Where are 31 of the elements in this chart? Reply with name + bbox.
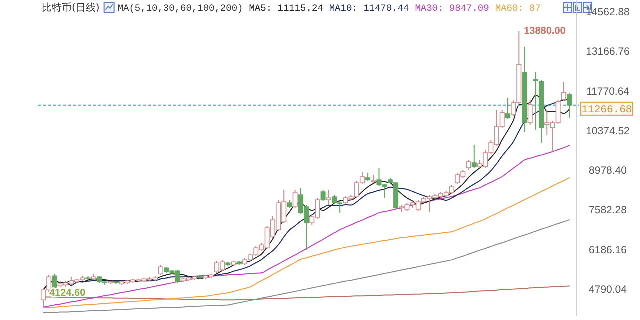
chart-title: 比特币(日线) <box>42 2 100 14</box>
candlestick <box>466 160 472 171</box>
annotation: MA5: 11115.24 <box>249 3 324 14</box>
y-tick-label: 10374.52 <box>586 125 630 138</box>
candlestick <box>528 99 533 126</box>
y-tick-label: 11770.64 <box>586 86 630 98</box>
y-tick-label: 6186.16 <box>589 244 628 256</box>
line-series <box>42 145 570 308</box>
candlestick <box>533 71 538 130</box>
y-tick-label: 8978.40 <box>589 165 628 178</box>
y-tick-label: 4790.04 <box>589 284 628 296</box>
candlestick <box>561 81 566 102</box>
ref-line-label: 11266.68 <box>582 104 632 116</box>
candlestick <box>320 190 326 202</box>
annotation: MA(5,10,30,60,100,200) <box>118 3 244 14</box>
candlestick <box>292 190 298 209</box>
y-tick-label: 14562.88 <box>586 6 630 19</box>
line-series <box>42 220 570 314</box>
line-series <box>42 178 570 309</box>
candlestick <box>505 97 510 120</box>
candlestick <box>158 264 164 276</box>
candlestick <box>567 92 572 118</box>
annotation: 4124.60 <box>49 288 86 300</box>
y-tick-label: 13166.76 <box>586 46 630 58</box>
annotation: MA60: 87 <box>495 3 541 14</box>
candlestick <box>472 144 477 169</box>
annotation: MA10: 11470.44 <box>329 3 410 14</box>
annotation: MA30: 9847.09 <box>415 3 490 14</box>
candlestick <box>326 190 332 206</box>
annotation: 13880.00 <box>524 26 566 38</box>
y-tick-label: 7582.28 <box>589 204 628 217</box>
